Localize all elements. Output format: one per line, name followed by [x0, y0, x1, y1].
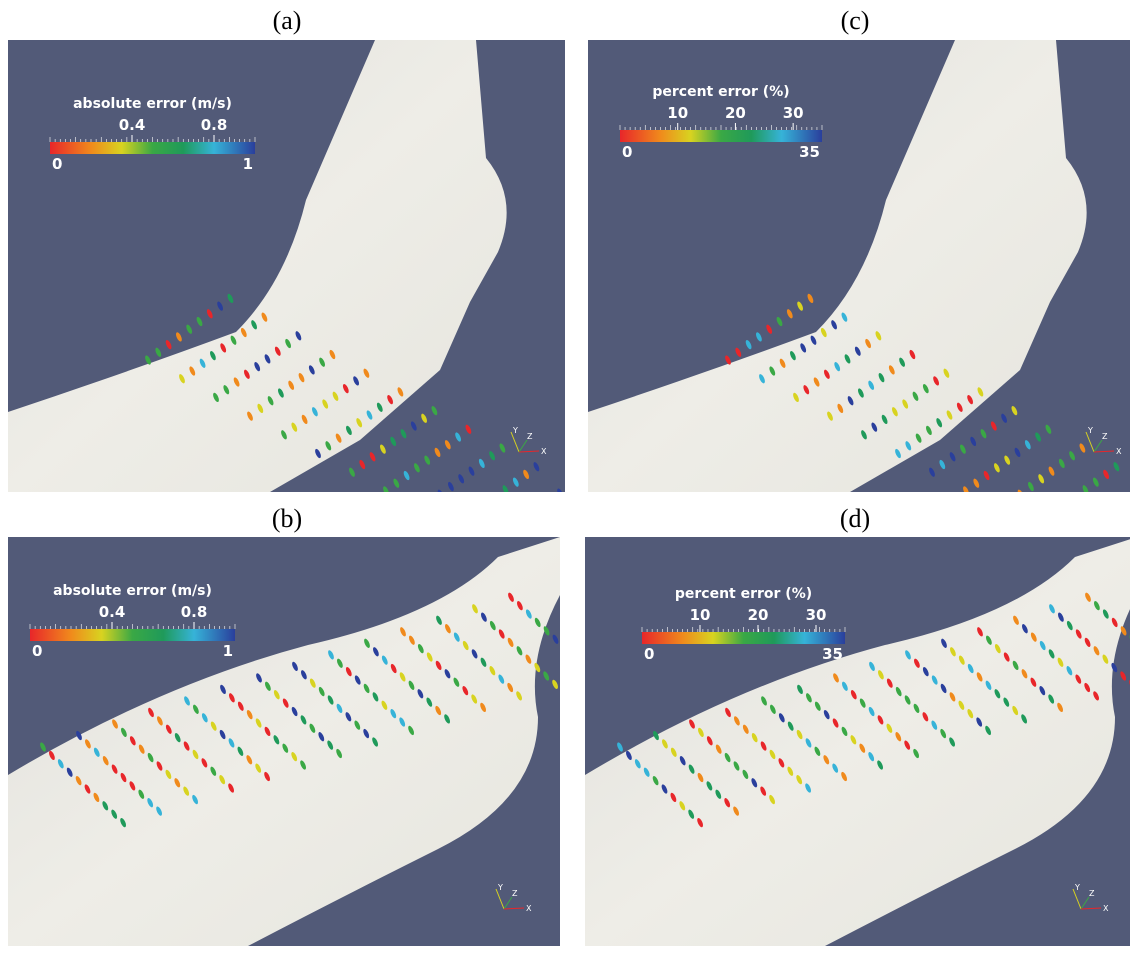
colorbar-tick-label: 30	[783, 104, 804, 122]
sample-dot	[1061, 500, 1069, 511]
sample-dot	[566, 480, 574, 491]
colorbar-min: 0	[52, 155, 62, 173]
colorbar-tick-label: 10	[690, 606, 711, 624]
sample-dot	[450, 523, 458, 534]
panel-label: (b)	[272, 504, 302, 533]
sample-dot	[1071, 492, 1079, 503]
sample-dot	[1050, 507, 1058, 518]
page: {"panels": [ {"label": "(a)", "colorbar"…	[0, 0, 1140, 954]
colorbar-title: percent error (%)	[675, 586, 812, 602]
panel-label: (d)	[840, 504, 870, 533]
colorbar-title: percent error (%)	[652, 84, 789, 100]
panel-label: (c)	[841, 6, 870, 35]
colorbar-title: absolute error (m/s)	[53, 583, 212, 599]
axis-label: X	[1103, 904, 1109, 913]
colorbar-tick-label: 20	[748, 606, 769, 624]
colorbar-min: 0	[622, 143, 632, 161]
axis-label: Y	[1074, 883, 1080, 892]
sample-dot	[1105, 511, 1113, 522]
sample-dot	[1095, 518, 1103, 529]
colorbar-max: 1	[243, 155, 253, 173]
colorbar-min: 0	[644, 645, 654, 663]
sample-dot	[416, 504, 424, 515]
colorbar-max: 35	[799, 143, 820, 161]
sample-dot	[1030, 523, 1038, 534]
sample-dot	[560, 642, 568, 653]
panel: percent error (%) 10 20 30 0 35 YZX	[588, 40, 1140, 552]
sample-dot	[546, 495, 554, 506]
axis-label: Y	[497, 883, 503, 892]
colorbar	[620, 130, 822, 142]
colorbar-max: 1	[223, 642, 233, 660]
colorbar	[50, 142, 255, 154]
sample-dot	[481, 500, 489, 511]
colorbar-title: absolute error (m/s)	[73, 96, 232, 112]
sample-dot	[1136, 488, 1140, 499]
sample-dot	[515, 518, 523, 529]
panel: absolute error (m/s) 0.4 0.8 0 1 YZX	[8, 537, 595, 946]
sample-dot	[535, 503, 543, 514]
panel: percent error (%) 10 20 30 0 35 YZX	[585, 537, 1140, 946]
colorbar-tick-label: 10	[667, 104, 688, 122]
colorbar-tick-label: 30	[806, 606, 827, 624]
colorbar-tick-label: 20	[725, 104, 746, 122]
colorbar-tick-label: 0.8	[181, 603, 208, 621]
axis-label: Y	[512, 426, 518, 435]
panel-label: (a)	[273, 6, 302, 35]
sample-dot	[1115, 503, 1123, 514]
sample-dot	[1006, 496, 1014, 507]
colorbar-tick-label: 0.8	[201, 116, 228, 134]
sample-dot	[426, 496, 434, 507]
axis-label: X	[1116, 447, 1122, 456]
sample-dot	[491, 492, 499, 503]
sample-dot	[1126, 495, 1134, 506]
colorbar-min: 0	[32, 642, 42, 660]
sample-dot	[1084, 526, 1092, 537]
sample-dot	[996, 504, 1004, 515]
figure: (a)absolute error (m/s)0.40.801YZX(b)abs…	[0, 0, 1140, 954]
colorbar-max: 35	[822, 645, 843, 663]
sample-dot	[470, 507, 478, 518]
colorbar	[642, 632, 845, 644]
sample-dot	[504, 526, 512, 537]
colorbar-tick-label: 0.4	[99, 603, 126, 621]
sample-dot	[569, 651, 577, 662]
axis-label: Z	[512, 889, 518, 898]
colorbar	[30, 629, 235, 641]
sample-dot	[460, 515, 468, 526]
axis-label: Y	[1087, 426, 1093, 435]
sample-dot	[525, 511, 533, 522]
axis-label: Z	[527, 432, 533, 441]
panel: absolute error (m/s) 0.4 0.8 0 1 YZX	[8, 40, 575, 552]
axis-label: X	[526, 904, 532, 913]
sample-dot	[1040, 515, 1048, 526]
axis-label: Z	[1089, 889, 1095, 898]
axis-label: X	[541, 447, 547, 456]
axis-label: Z	[1102, 432, 1108, 441]
colorbar-tick-label: 0.4	[119, 116, 146, 134]
